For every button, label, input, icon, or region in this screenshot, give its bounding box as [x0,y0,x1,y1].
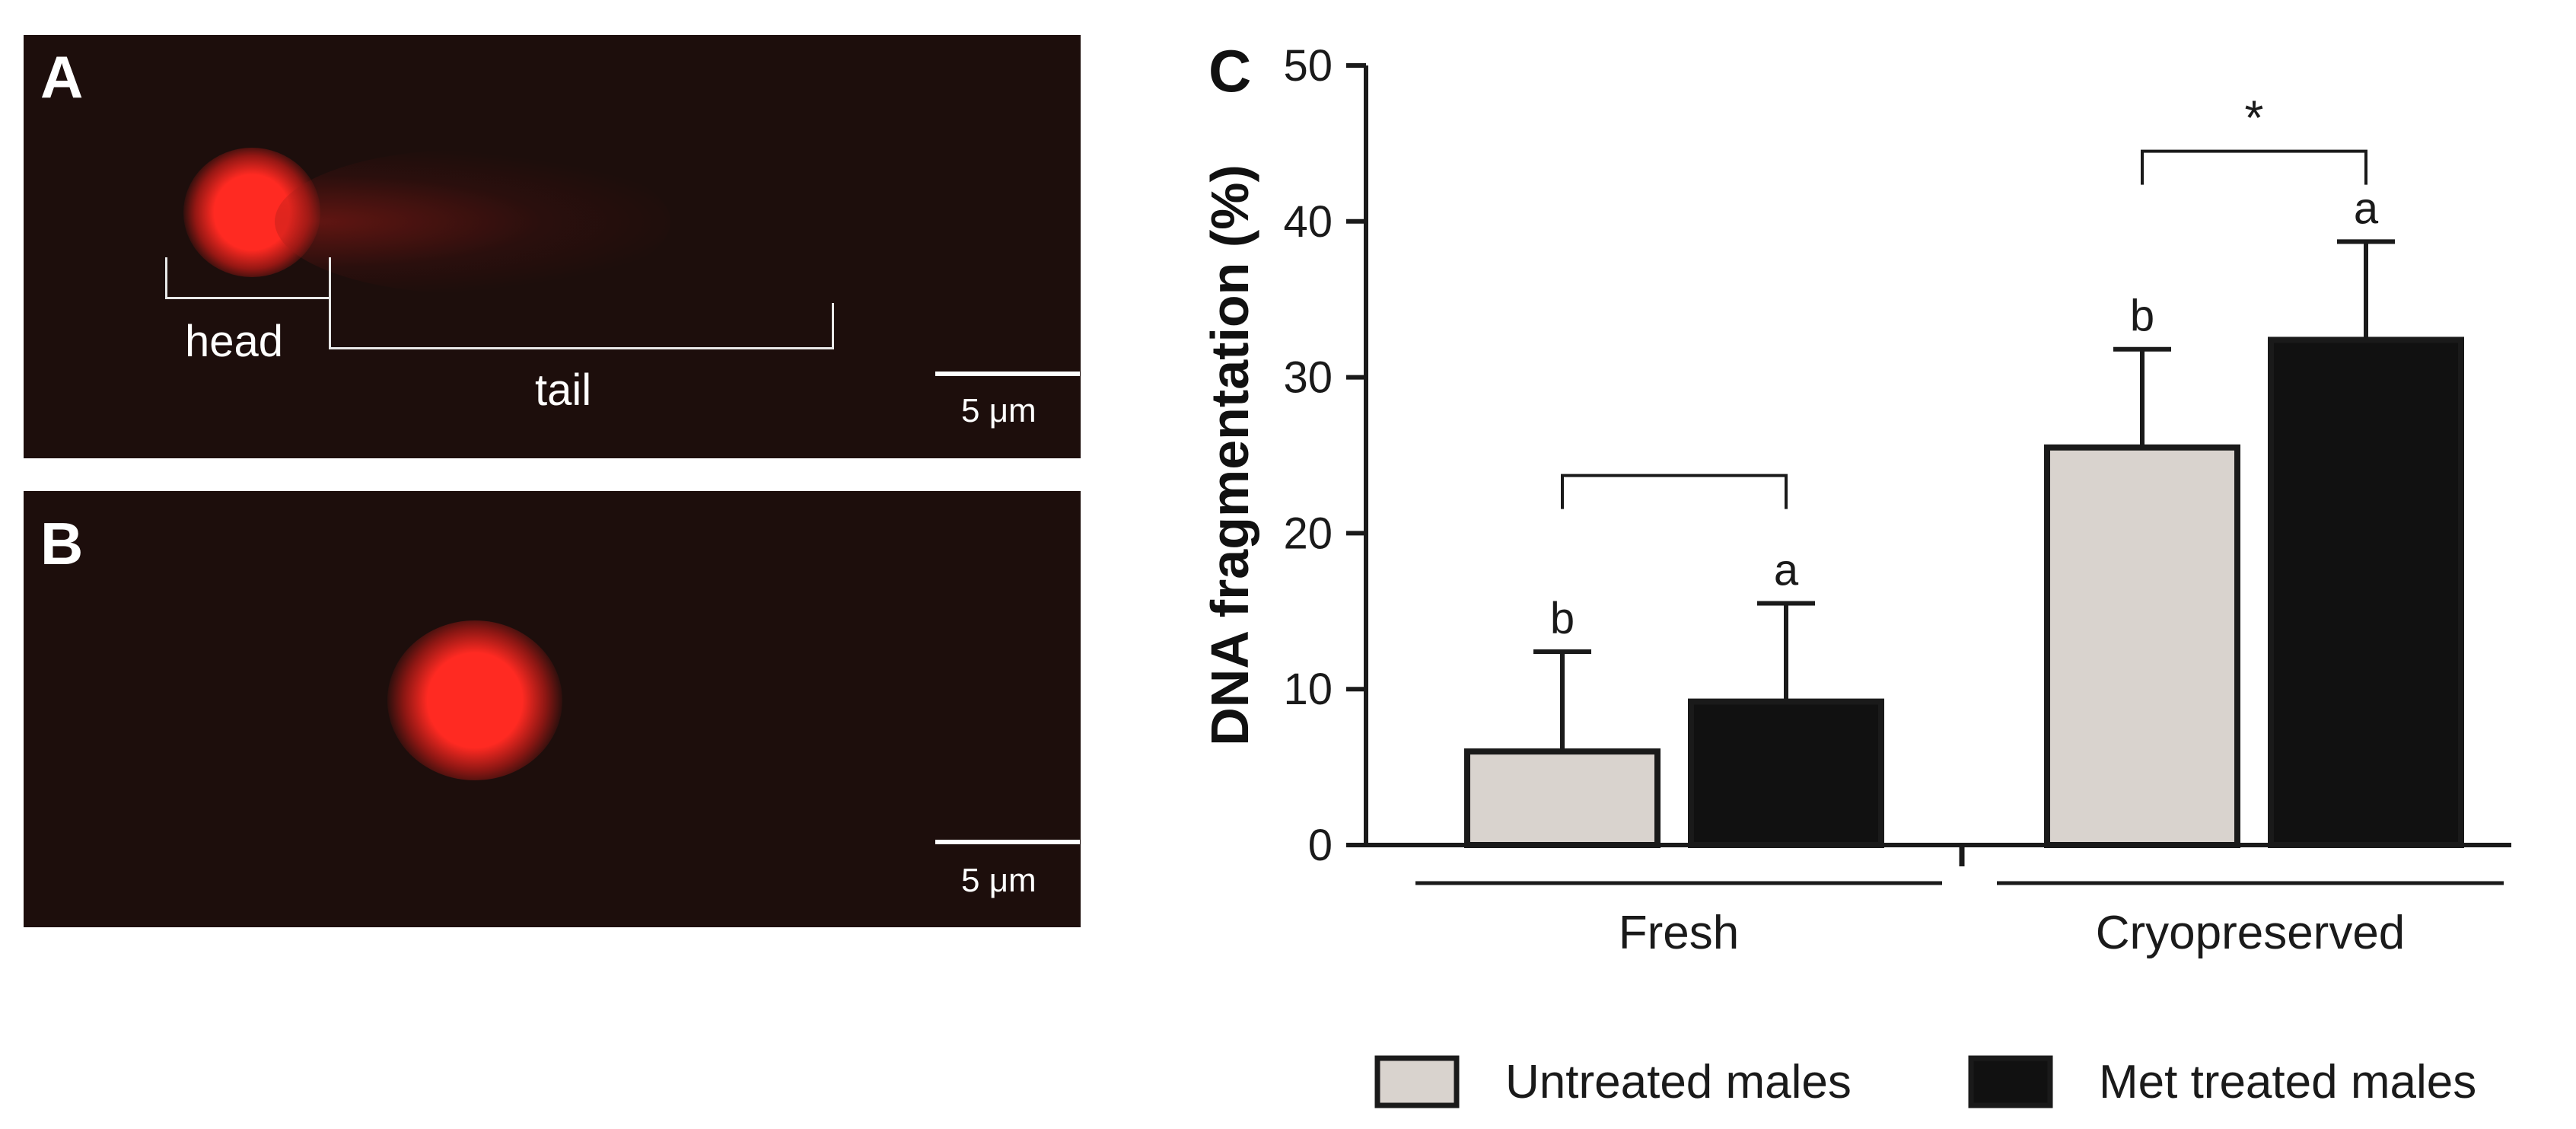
bar [1688,698,1884,848]
comparison-bracket [1561,474,1788,509]
y-tick-label: 20 [1283,509,1333,558]
head-bracket-right [329,257,331,349]
head-label: head [185,317,284,366]
comet-image-b: B 5 μm [24,491,1081,927]
panel-letter-a: A [40,43,84,110]
panel-letter-b: B [40,510,84,577]
head-bracket [165,257,167,298]
significance-letter: b [1550,594,1575,643]
scale-label-a: 5 μm [961,392,1036,429]
scale-bar-a [935,372,1080,376]
legend-swatch [1374,1055,1460,1108]
legend-label: Met treated males [2099,1056,2476,1108]
tail-label: tail [535,365,592,415]
comet-head-spot [183,148,320,277]
head-bracket-base [165,297,331,299]
scale-bar-b [935,840,1080,844]
comet-tail-haze [275,149,670,294]
y-tick-label: 50 [1283,41,1333,91]
significance-star: * [2245,91,2264,145]
bar [1464,748,1661,848]
category-label: Cryopreserved [2096,907,2406,959]
comet-image-a: A head tail 5 μm [24,35,1081,458]
tail-bracket-base [329,347,834,349]
significance-letter: a [2354,183,2379,233]
y-axis-label: DNA fragmentation (%) [1200,164,1259,746]
legend-swatch [1968,1055,2053,1108]
significance-letter: a [1774,546,1799,595]
y-tick-label: 30 [1283,353,1333,403]
significance-letter: b [2130,292,2154,341]
y-tick-label: 40 [1283,197,1333,247]
panel-letter-c: C [1208,37,1252,104]
y-tick-label: 0 [1308,821,1333,870]
bar [2268,336,2464,848]
scale-label-b: 5 μm [961,862,1036,899]
y-tick-label: 10 [1283,665,1333,714]
tail-bracket-right [832,303,834,349]
comparison-bracket [2141,149,2367,185]
category-label: Fresh [1619,907,1739,959]
legend-label: Untreated males [1505,1056,1852,1108]
nucleus-spot [387,620,562,780]
bar [2044,444,2240,848]
